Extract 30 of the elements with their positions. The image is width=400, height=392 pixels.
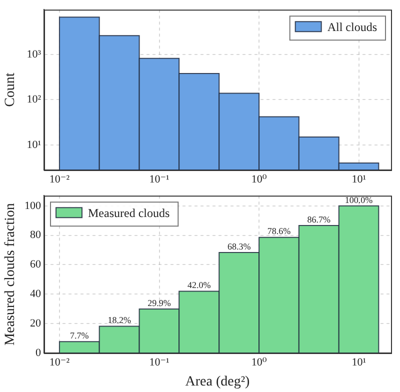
data-label: 86.7% bbox=[307, 214, 332, 224]
y-tick-label: 0 bbox=[36, 346, 42, 359]
x-axis-title: Area (deg²) bbox=[185, 374, 250, 390]
y-axis-title: Measured clouds fraction bbox=[3, 203, 18, 346]
y-tick-label: 10² bbox=[26, 94, 42, 106]
legend-label: Measured clouds bbox=[88, 206, 170, 220]
y-tick-label: 10¹ bbox=[26, 138, 41, 151]
x-tick-label: 10⁻² bbox=[49, 173, 70, 186]
x-tick-label: 10¹ bbox=[352, 173, 366, 186]
data-label: 18.2% bbox=[108, 315, 132, 326]
y-tick-label: 20 bbox=[30, 317, 42, 330]
y-tick-label: 10³ bbox=[26, 48, 42, 60]
y-tick-label: 100 bbox=[24, 200, 42, 212]
x-tick-label: 10⁻² bbox=[49, 356, 70, 368]
x-tick-label: 10⁰ bbox=[251, 356, 268, 368]
y-tick-label: 60 bbox=[30, 258, 42, 271]
legend-label: All clouds bbox=[327, 20, 378, 34]
data-label: 68.3% bbox=[227, 241, 252, 252]
y-tick-label: 40 bbox=[30, 288, 42, 300]
data-label: 100.0% bbox=[344, 194, 374, 205]
data-label: 42.0% bbox=[187, 280, 212, 290]
x-tick-label: 10¹ bbox=[352, 356, 366, 368]
y-axis-title: Count bbox=[3, 72, 18, 107]
data-label: 78.6% bbox=[267, 226, 292, 236]
y-tick-label: 80 bbox=[30, 229, 42, 242]
data-label: 29.9% bbox=[148, 298, 172, 308]
x-tick-label: 10⁰ bbox=[251, 173, 268, 186]
data-label: 7.7% bbox=[70, 330, 90, 341]
x-tick-label: 10⁻¹ bbox=[149, 356, 170, 368]
x-tick-label: 10⁻¹ bbox=[149, 173, 170, 186]
